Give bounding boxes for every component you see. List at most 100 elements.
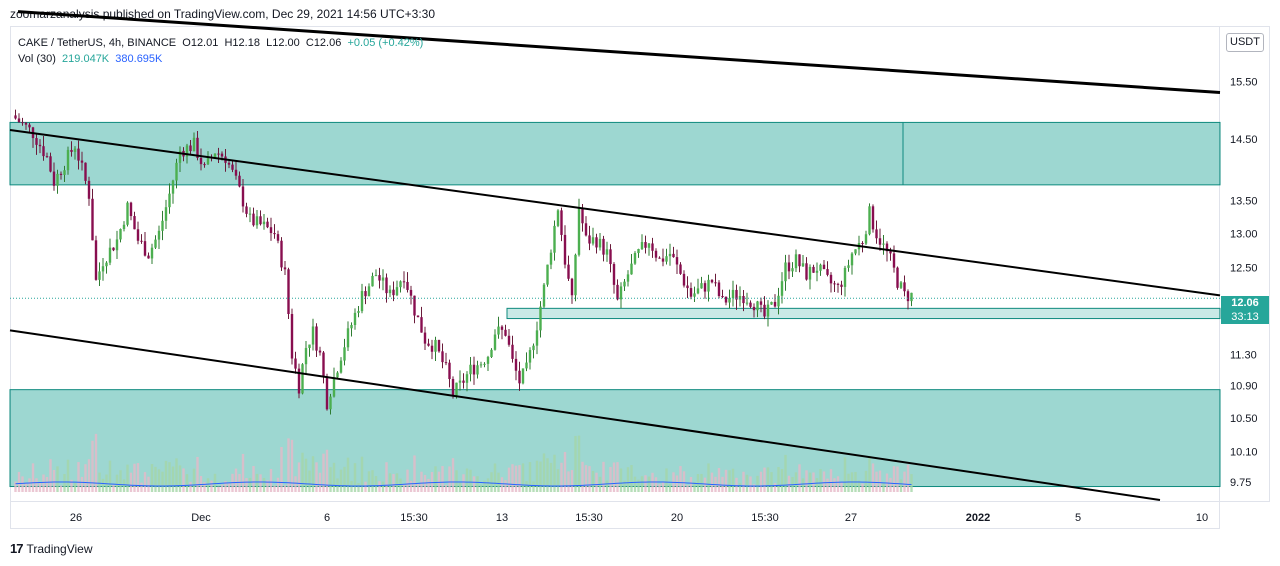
candle-body: [693, 293, 696, 297]
candle-body: [864, 234, 868, 244]
candle-body: [297, 368, 301, 394]
volume-bar: [430, 472, 434, 492]
chart-pane[interactable]: [10, 26, 1220, 502]
candle-body: [87, 180, 91, 199]
volume-bar: [224, 480, 227, 492]
candle-body: [311, 326, 315, 345]
candle-body: [668, 253, 672, 257]
candle-body: [420, 317, 423, 333]
time-scale[interactable]: [10, 502, 1220, 529]
volume-bar: [287, 438, 290, 492]
volume-bar: [346, 457, 350, 492]
footer-brand[interactable]: 17 TradingView: [10, 541, 93, 556]
candle-body: [896, 267, 899, 288]
volume-bar: [612, 462, 616, 492]
candle-body: [290, 314, 294, 359]
volume-bar: [38, 482, 42, 492]
time-tick-label: 2022: [966, 512, 990, 524]
candle-body: [423, 332, 427, 344]
volume-bar: [434, 466, 437, 492]
candle-body: [178, 150, 182, 163]
volume-bar: [357, 483, 360, 492]
volume-bar: [770, 472, 773, 492]
volume-bar: [847, 473, 850, 492]
candle-body: [784, 262, 787, 282]
volume-bar: [266, 480, 269, 492]
candle-body: [343, 347, 346, 361]
candle-body: [416, 315, 420, 318]
candle-body: [59, 173, 63, 175]
candle-body: [574, 254, 577, 296]
time-tick-label: 26: [70, 512, 82, 524]
candle-body: [871, 206, 875, 230]
candle-body: [658, 257, 661, 259]
volume-bar: [644, 475, 647, 492]
volume-bar: [108, 460, 112, 492]
volume-bar: [462, 474, 465, 492]
price-tick-label: 9.75: [1230, 477, 1251, 489]
legend-open: O12.01: [182, 37, 219, 49]
candle-body: [630, 263, 633, 275]
candle-body: [679, 264, 682, 274]
legend: CAKE / TetherUS, 4h, BINANCE O12.01 H12.…: [18, 35, 423, 67]
candle-body: [843, 267, 847, 287]
price-tick-label: 10.50: [1230, 413, 1258, 425]
price-scale[interactable]: [1220, 26, 1270, 502]
candle-body: [301, 364, 304, 394]
volume-bar: [539, 461, 542, 492]
candle-body: [385, 277, 388, 294]
candle-body: [406, 281, 409, 290]
candle-body: [66, 149, 70, 171]
volume-bar: [280, 446, 283, 492]
candle-body: [605, 249, 609, 255]
candle-body: [822, 264, 826, 270]
volume-bar: [178, 465, 182, 492]
candle-body: [392, 289, 395, 296]
candle-body: [728, 298, 731, 303]
volume-bar: [584, 465, 588, 492]
candle-body: [689, 288, 693, 297]
volume-bar: [532, 481, 535, 492]
candle-body: [262, 221, 266, 225]
volume-bar: [171, 466, 175, 492]
currency-button[interactable]: USDT: [1226, 33, 1264, 52]
candle-body: [196, 137, 199, 158]
volume-bar: [504, 480, 507, 492]
candle-body: [770, 301, 773, 305]
volume-bar: [843, 457, 847, 492]
candle-body: [24, 122, 28, 125]
candle-body: [458, 380, 462, 383]
volume-bar: [479, 484, 483, 492]
candle-body: [665, 256, 668, 262]
candle-body: [619, 286, 623, 300]
volume-bar: [353, 463, 357, 492]
volume-bar: [542, 453, 546, 492]
volume-bar: [483, 480, 486, 492]
time-tick-label: 15:30: [400, 512, 428, 524]
volume-bar: [563, 451, 567, 492]
volume-bar: [731, 468, 735, 492]
candle-body: [185, 145, 189, 157]
volume-bar: [14, 481, 17, 492]
candle-body: [546, 264, 549, 285]
volume-bar: [185, 474, 189, 492]
candle-body: [567, 264, 570, 279]
volume-bar: [399, 478, 402, 492]
candle-body: [371, 275, 374, 287]
candle-body: [560, 210, 563, 235]
candle-body: [245, 206, 248, 214]
candles-layer: [14, 109, 913, 415]
resistance-zone: [9, 121, 1221, 186]
candle-body: [269, 227, 273, 234]
candle-body: [161, 220, 164, 231]
volume-bar: [234, 468, 238, 492]
candle-body: [63, 170, 66, 175]
candle-body: [742, 296, 745, 304]
time-tick-label: 15:30: [751, 512, 779, 524]
zones-layer: [9, 121, 1221, 488]
volume-bar: [546, 458, 549, 492]
volume-bar: [787, 475, 791, 492]
time-tick-label: 13: [496, 512, 508, 524]
candle-body: [756, 301, 759, 311]
candle-body: [136, 229, 140, 241]
